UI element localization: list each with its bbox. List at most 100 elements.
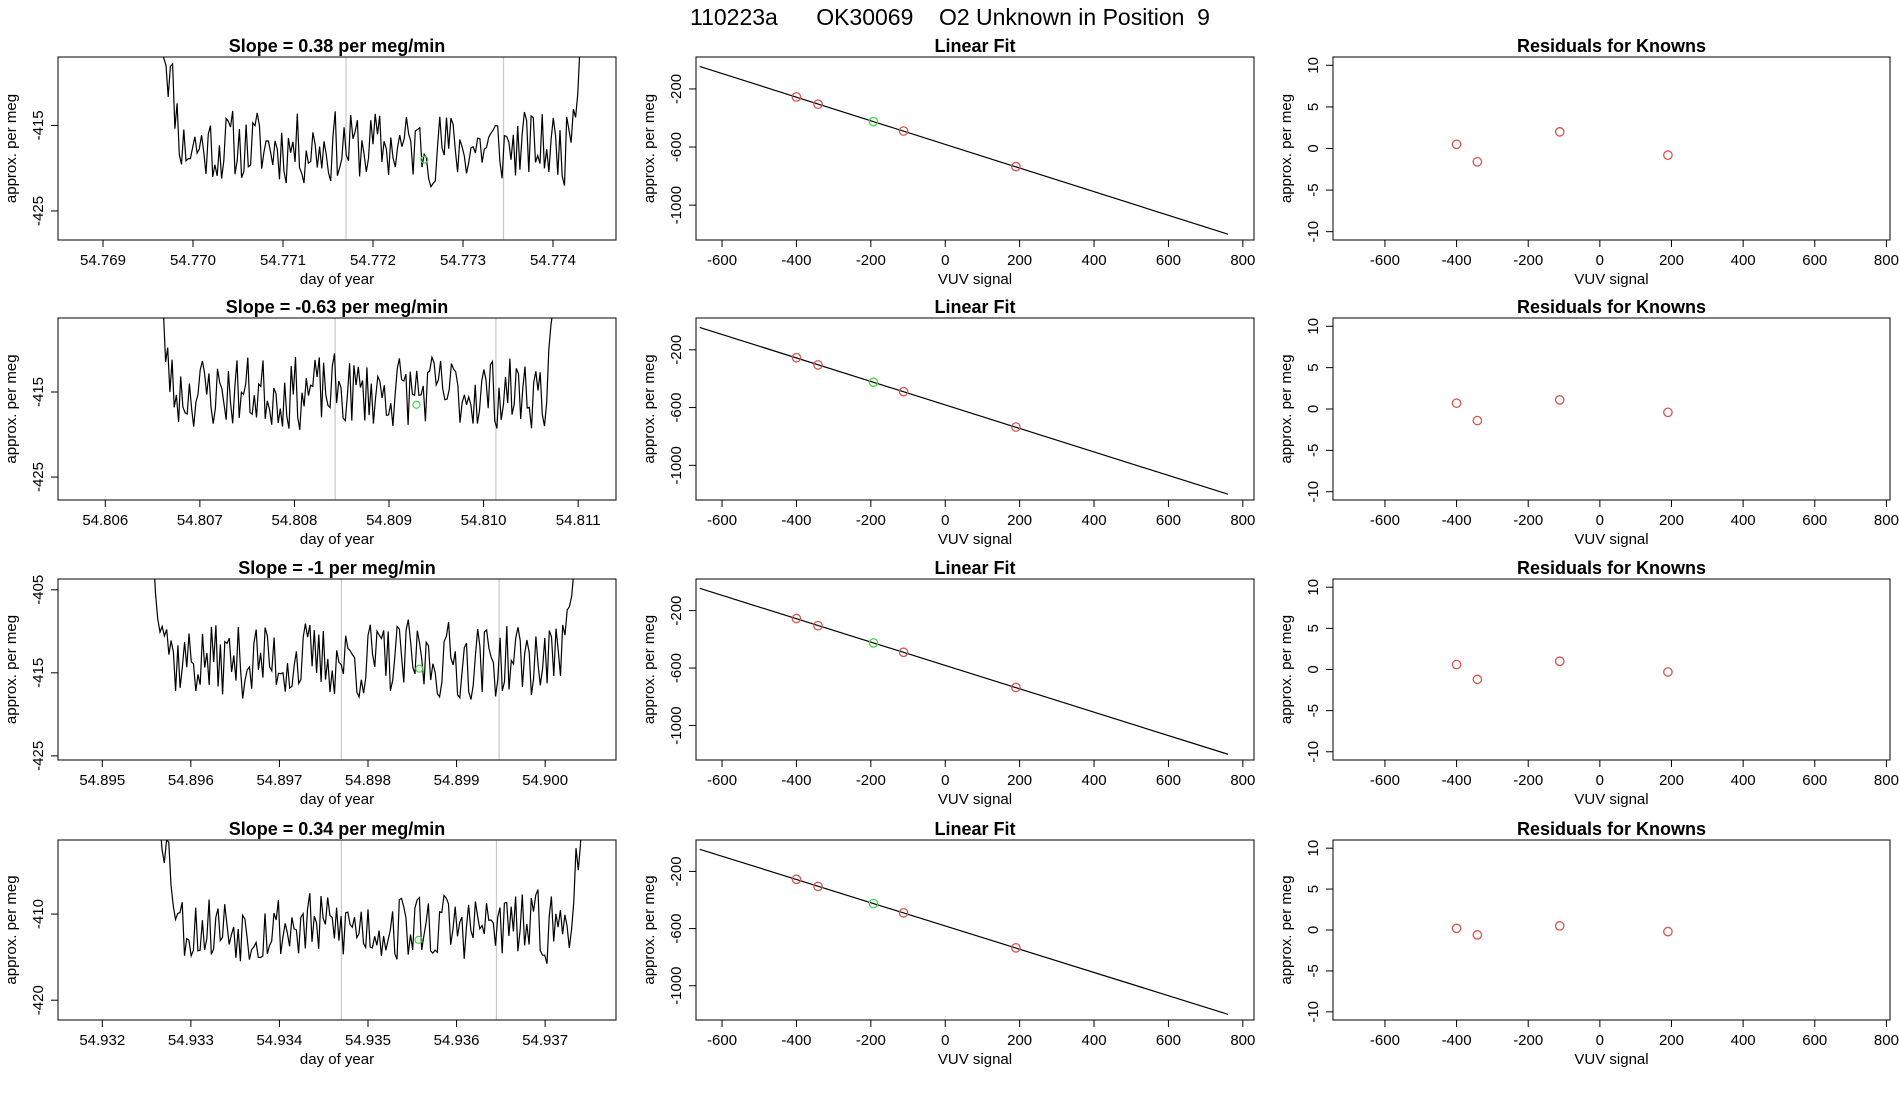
panel-r3-trace: Slope = -1 per meg/min 54.895 54.896 54.897… xyxy=(3,558,617,808)
known-point xyxy=(791,874,802,885)
plot-frame xyxy=(695,839,1255,1021)
panel-r4-fit: Linear Fit -600 -400 -200 0 200 400 600 800 VUV s… xyxy=(641,819,1255,1068)
y-axis-label: approx. per meg xyxy=(641,615,658,724)
known-point xyxy=(1472,930,1483,940)
known-point xyxy=(1554,395,1565,405)
plot-area xyxy=(699,326,1229,495)
y-tick-label: 5 xyxy=(1305,363,1322,371)
y-tick-label: -410 xyxy=(30,899,47,929)
y-axis-label: approx. per meg xyxy=(3,354,20,463)
y-tick-label: -600 xyxy=(668,132,685,162)
y-tick-label: -415 xyxy=(30,110,47,140)
y-tick-label: -5 xyxy=(1305,704,1322,717)
x-tick-label: 800 xyxy=(1874,512,1899,529)
x-tick-label: 600 xyxy=(1156,1032,1181,1049)
series-trace xyxy=(162,57,581,189)
y-tick-label: -425 xyxy=(30,196,47,226)
panel-r4-trace: Slope = 0.34 per meg/min 54.932 54.933 54.9… xyxy=(3,819,617,1068)
x-tick-label: 54.770 xyxy=(170,252,216,269)
x-tick-label: 600 xyxy=(1802,772,1827,789)
x-tick-label: -600 xyxy=(1370,512,1400,529)
x-tick-label: 54.932 xyxy=(79,1032,125,1049)
y-tick-label: -425 xyxy=(30,462,47,492)
fit-line xyxy=(699,587,1229,755)
y-tick-label: -10 xyxy=(1305,221,1322,243)
panel-title: Slope = 0.34 per meg/min xyxy=(229,819,446,839)
unknown-point xyxy=(414,935,423,945)
y-tick-label: -5 xyxy=(1305,183,1322,196)
plot-area xyxy=(163,318,553,500)
known-point xyxy=(898,386,909,397)
panel-title: Slope = -0.63 per meg/min xyxy=(226,297,449,317)
x-tick-label: 0 xyxy=(941,1032,949,1049)
known-point xyxy=(813,99,823,110)
x-tick-label: 54.899 xyxy=(434,772,480,789)
x-tick-label: -600 xyxy=(707,772,737,789)
x-tick-label: 54.934 xyxy=(256,1032,302,1049)
known-point xyxy=(1451,398,1462,409)
plot-area xyxy=(1451,921,1673,940)
plot-area xyxy=(1451,656,1673,685)
y-tick-label: -10 xyxy=(1305,741,1322,763)
known-point xyxy=(1011,943,1021,953)
series-trace xyxy=(163,318,553,430)
x-tick-label: -200 xyxy=(1513,772,1543,789)
x-tick-label: 600 xyxy=(1802,252,1827,269)
panel-title: Linear Fit xyxy=(934,297,1015,317)
y-tick-label: -1000 xyxy=(668,446,685,484)
y-tick-label: 0 xyxy=(1305,405,1322,413)
x-tick-label: -400 xyxy=(1442,252,1472,269)
y-tick-label: -5 xyxy=(1305,964,1322,977)
x-tick-label: -200 xyxy=(856,512,886,529)
y-tick-label: 0 xyxy=(1305,926,1322,934)
plot-frame xyxy=(57,578,617,761)
x-tick-label: 600 xyxy=(1156,252,1181,269)
panel-title: Residuals for Knowns xyxy=(1517,297,1706,317)
x-tick-label: 54.900 xyxy=(522,772,568,789)
y-tick-label: -600 xyxy=(668,653,685,683)
plot-area xyxy=(162,57,581,240)
x-tick-label: -600 xyxy=(707,512,737,529)
known-point xyxy=(791,92,802,102)
x-axis-label: day of year xyxy=(300,531,374,548)
plot-frame xyxy=(57,839,617,1021)
x-tick-label: 400 xyxy=(1082,1032,1107,1049)
x-tick-label: -200 xyxy=(856,772,886,789)
plot-frame xyxy=(1332,839,1891,1021)
known-point xyxy=(1663,667,1673,677)
unknown-point xyxy=(868,898,879,909)
known-point xyxy=(1451,659,1462,670)
known-point xyxy=(1472,415,1483,426)
x-tick-label: 54.810 xyxy=(461,512,507,529)
panel-title: Slope = 0.38 per meg/min xyxy=(229,36,446,56)
plot-frame xyxy=(1332,317,1891,501)
x-tick-label: 200 xyxy=(1659,772,1684,789)
x-tick-label: 54.773 xyxy=(440,252,486,269)
known-point xyxy=(1451,923,1462,934)
known-point xyxy=(1554,656,1565,667)
y-tick-label: -200 xyxy=(668,596,685,626)
x-tick-label: -400 xyxy=(781,252,811,269)
plot-area xyxy=(1451,395,1673,426)
x-tick-label: 200 xyxy=(1007,1032,1032,1049)
x-axis-label: VUV signal xyxy=(1574,271,1648,288)
x-tick-label: 200 xyxy=(1007,772,1032,789)
x-tick-label: 0 xyxy=(1596,772,1604,789)
known-point xyxy=(1663,150,1673,161)
x-tick-label: 200 xyxy=(1007,512,1032,529)
panel-title: Linear Fit xyxy=(934,36,1015,56)
x-axis-label: VUV signal xyxy=(938,1051,1012,1068)
known-point xyxy=(898,126,909,136)
x-tick-label: -400 xyxy=(781,512,811,529)
x-tick-label: 400 xyxy=(1731,772,1756,789)
panel-title: Residuals for Knowns xyxy=(1517,558,1706,578)
known-point xyxy=(813,620,823,631)
panel-r1-fit: Linear Fit -600 -400 -200 0 200 400 600 800 VUV s… xyxy=(641,36,1255,288)
y-tick-label: -415 xyxy=(30,377,47,407)
plot-area xyxy=(154,579,574,760)
fit-line xyxy=(699,65,1229,235)
x-tick-label: 54.897 xyxy=(256,772,302,789)
x-tick-label: 800 xyxy=(1874,1032,1899,1049)
x-tick-label: 800 xyxy=(1230,1032,1255,1049)
x-tick-label: 54.774 xyxy=(530,252,576,269)
